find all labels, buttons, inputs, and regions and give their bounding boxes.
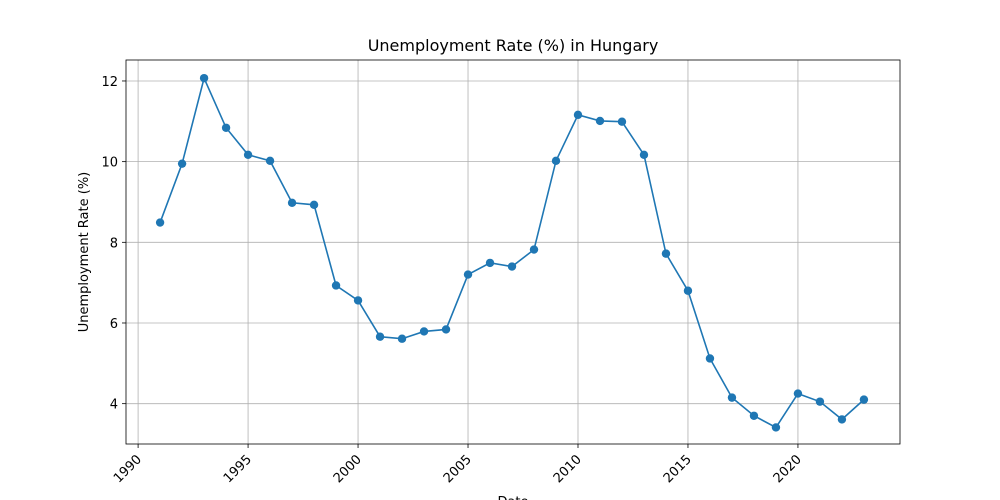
data-point [397,334,407,343]
chart-title: Unemployment Rate (%) in Hungary [368,36,659,55]
data-point [155,218,165,227]
data-point [705,354,715,363]
data-point [727,393,737,402]
y-axis-label: Unemployment Rate (%) [77,172,92,333]
data-point [287,198,297,207]
data-point [771,423,781,432]
data-point [529,245,539,254]
plot-frame [125,59,901,445]
data-point [749,411,759,420]
y-tick-label: 10 [101,156,118,171]
data-point [441,325,451,334]
data-point [243,150,253,159]
data-point [595,116,605,126]
data-point [309,200,319,210]
data-point [617,117,627,126]
data-point [837,415,847,424]
data-point [551,156,561,166]
data-point [375,332,385,341]
data-point [353,296,363,305]
data-point [485,258,495,268]
y-tick-label: 6 [110,317,118,332]
data-point [419,327,429,336]
y-tick-label: 4 [110,398,118,413]
data-point [221,123,231,132]
data-point [331,281,341,290]
data-point [573,110,583,120]
data-point [177,159,187,168]
data-point [859,395,869,404]
data-point [683,286,693,295]
data-point [661,249,671,258]
data-point [507,262,517,271]
data-point [815,397,825,406]
data-point [199,73,209,83]
x-axis-label: Date [497,495,528,500]
data-point [639,150,649,159]
plot [155,73,869,432]
y-tick-label: 12 [101,75,118,90]
data-point [793,389,803,398]
data-point [463,270,473,279]
y-tick-label: 8 [110,236,118,251]
data-point [265,156,275,166]
